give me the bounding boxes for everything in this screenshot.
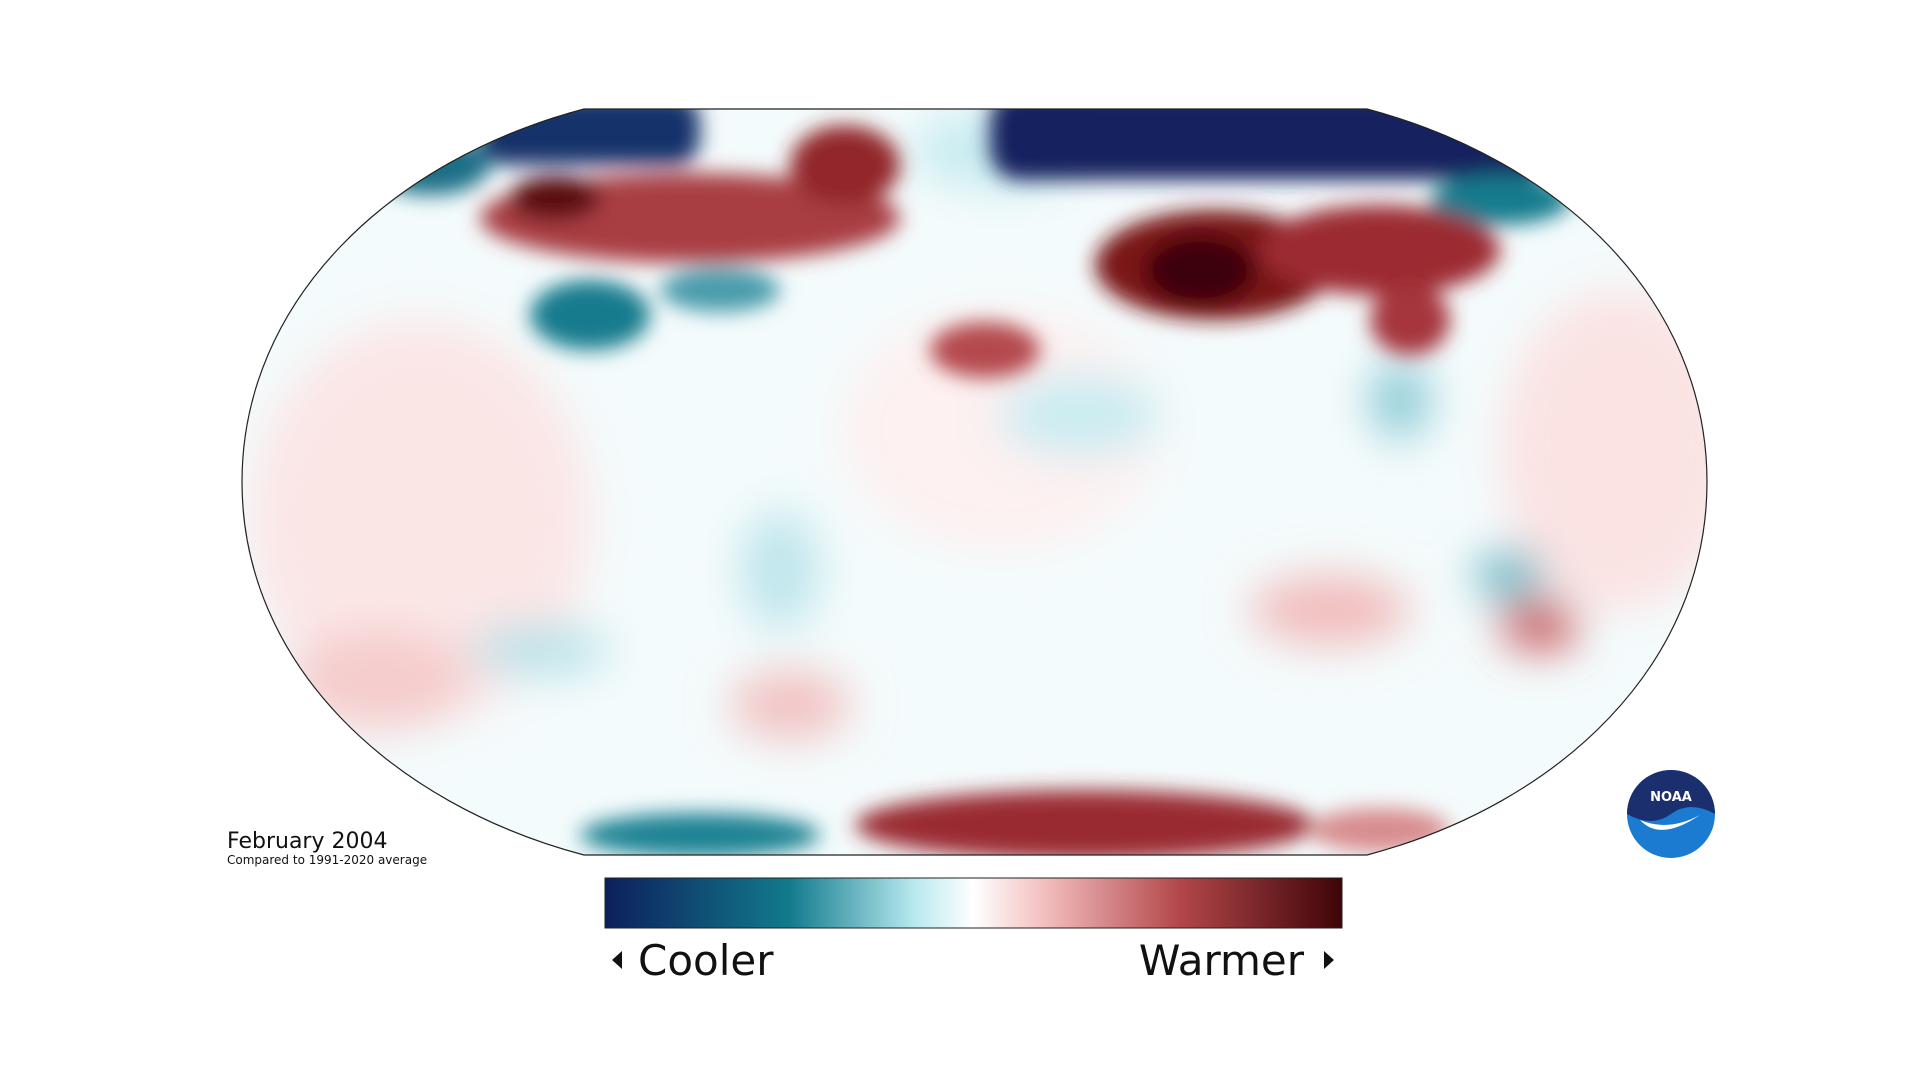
arrow-right — [1324, 951, 1334, 969]
arrow-left — [612, 951, 622, 969]
noaa-logo: NOAA — [1627, 770, 1715, 858]
color-bar — [604, 877, 1343, 929]
logo-text: NOAA — [1650, 790, 1692, 805]
map-outline — [241, 108, 1708, 856]
anomaly-field — [242, 109, 1707, 855]
legend-low-label: Cooler — [638, 936, 774, 985]
map-subtitle: Compared to 1991-2020 average — [227, 853, 427, 867]
legend-high-label: Warmer — [1139, 936, 1305, 985]
map-title: February 2004 — [227, 829, 387, 854]
